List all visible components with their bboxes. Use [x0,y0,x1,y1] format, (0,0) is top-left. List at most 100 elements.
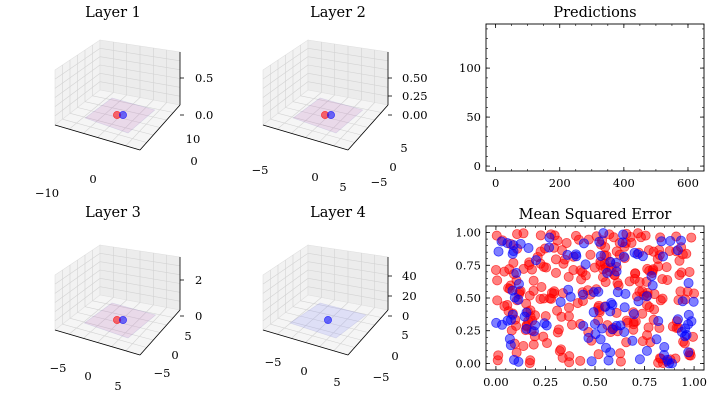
blue-point [603,355,614,366]
chart-title: Predictions [553,5,636,21]
blue-point [595,334,606,345]
red-point [553,324,564,335]
z-tick-label: 0.25 [402,89,428,103]
red-point [549,286,560,297]
blue-point [657,251,668,262]
chart-mean-squared-error: Mean Squared Error 0.00 0.25 0.50 0.75 1.00 0.… [455,207,707,389]
red-point [572,298,583,309]
blue-point [607,324,618,335]
blue-point [634,354,645,365]
red-point [528,275,539,286]
red-point [662,274,673,285]
blue-point [629,309,640,320]
red-point [563,271,574,282]
blue-point [637,251,648,262]
chart-title: Layer 2 [310,5,366,21]
blue-point [665,236,676,247]
blue-point [511,267,522,278]
blue-point [683,319,694,330]
y-tick-label: 0 [389,160,396,174]
x-tick-label: 5 [114,379,121,393]
red-point [535,230,546,241]
chart-layer-1: Layer 1 0.0 0.5 −10 0 0 10 [35,5,213,200]
red-point [536,282,547,293]
blue-point [619,302,630,313]
x-tick-label: 0.25 [533,375,559,389]
blue-point [541,320,552,331]
x-tick-label: 0 [89,172,96,186]
blue-point [563,284,574,295]
blue-point [507,285,518,296]
grid-line [333,102,375,147]
blue-point [597,323,608,334]
z-tick-label: 0 [402,309,409,323]
x-tick-label: 0 [492,176,499,190]
y-tick-label: 0 [171,348,178,362]
blue-point [588,307,599,318]
blue-point [659,342,670,353]
red-point [535,246,546,257]
y-tick-label: 5 [184,329,191,343]
z-tick-label: 20 [402,289,417,303]
red-point [575,355,586,366]
x-tick-label: 5 [339,180,346,194]
blue-point [544,242,555,253]
red-point [642,299,653,310]
red-point [676,267,687,278]
blue-point [521,307,532,318]
blue-point [588,287,599,298]
red-point [526,264,537,275]
blue-point [683,309,694,320]
blue-point [663,358,674,369]
y-tick-label: 0 [391,349,398,363]
x-tick-label: 0.50 [582,375,608,389]
blue-point [672,314,683,325]
blue-point [677,296,688,307]
red-point [564,302,575,313]
blue-point [509,354,520,365]
blue-point [641,291,652,302]
blue-point [508,246,519,257]
blue-point [612,287,623,298]
x-tick-label: 200 [549,176,571,190]
blue-point [578,238,589,249]
x-tick-label: 0.00 [483,375,509,389]
chart-title: Mean Squared Error [519,207,672,223]
grid-line [99,81,181,97]
blue-point [119,316,127,324]
blue-point [602,267,613,278]
y-axis-line [139,104,181,151]
red-point [636,232,647,243]
red-point [629,273,640,284]
grid-line [99,286,181,302]
blue-point [641,345,652,356]
x-tick-label: 0 [300,364,307,378]
red-point [655,295,666,306]
red-point [512,229,523,240]
blue-point [653,316,664,327]
y-tick-label: 1.00 [455,226,481,240]
red-point [525,355,536,366]
chart-title: Layer 1 [85,5,141,21]
x-tick-label: 5 [333,375,340,389]
red-point [580,270,591,281]
y-axis-line [347,309,389,356]
blue-point [676,327,687,338]
red-point [555,344,566,355]
blue-point [555,296,566,307]
y-tick-label: 50 [466,110,481,124]
blue-point [633,296,644,307]
blue-point [496,236,507,247]
blue-point [683,347,694,358]
x-tick-label: 400 [613,176,635,190]
blue-point [544,232,555,243]
red-point [674,255,685,266]
blue-point [589,318,600,329]
blue-point [324,316,332,324]
blue-point [683,278,694,289]
red-point [611,246,622,257]
red-point [561,237,572,248]
x-axis-line [262,329,349,356]
blue-point [523,243,534,254]
